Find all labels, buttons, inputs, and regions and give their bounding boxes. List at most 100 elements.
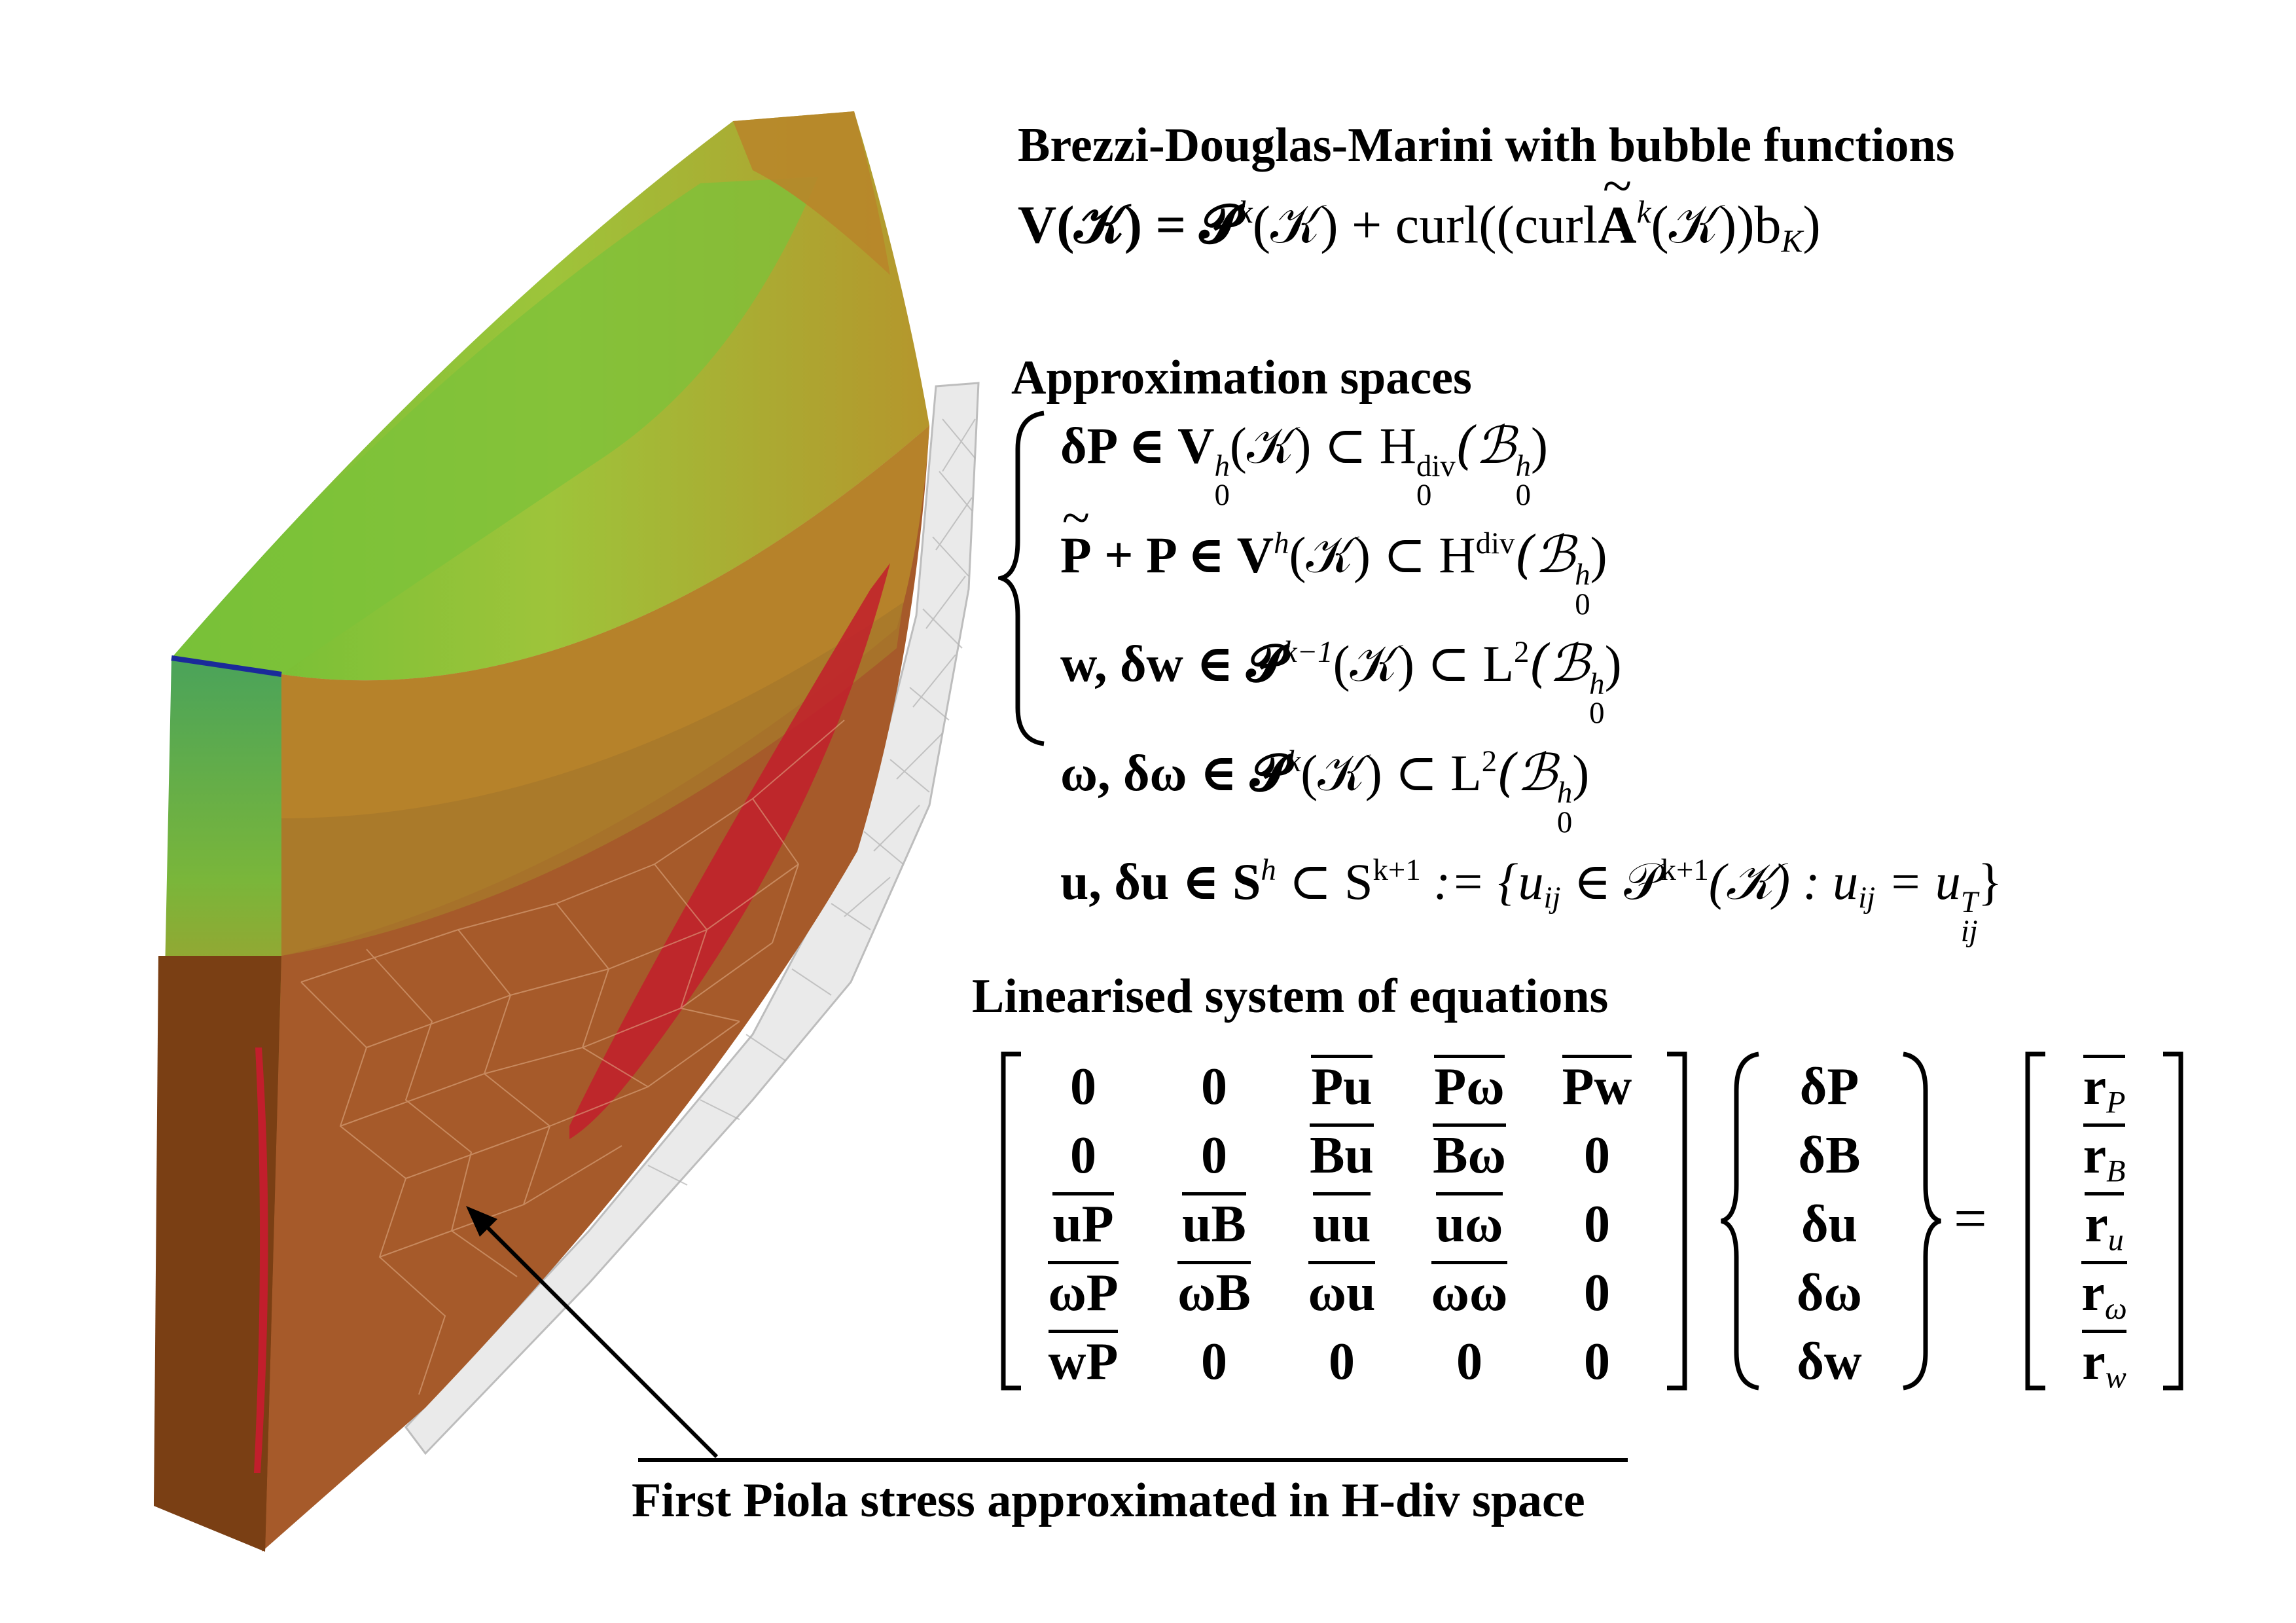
matrix-cell-value: 0 — [1584, 1127, 1610, 1184]
space-1-text: δP ∈ V — [1060, 417, 1215, 474]
space-1-space: (ℬ — [1455, 416, 1516, 475]
matrix-cell-value: wP — [1048, 1330, 1119, 1388]
space-3-sup3: h — [1589, 666, 1605, 701]
equals-sign: = — [1954, 1186, 1987, 1251]
space-5-rest: ⊂ S — [1276, 853, 1373, 911]
space-5-tail2: (𝒦) : u — [1708, 853, 1859, 911]
space-5-supT: T — [1960, 884, 1978, 919]
matrix-cell-value: uω — [1435, 1192, 1503, 1250]
space-3-sub3: 0 — [1589, 696, 1605, 731]
matrix-cell-value: 0 — [1070, 1127, 1096, 1184]
matrix-right-bracket — [1667, 1051, 1687, 1391]
front-blue-edge — [171, 655, 282, 677]
top-olive-band — [733, 111, 890, 275]
space-4-rest: (𝒦) ⊂ L — [1300, 744, 1482, 801]
space-2-sub3: 0 — [1575, 587, 1590, 621]
rhs-entry: rB — [2042, 1123, 2166, 1197]
matrix-cell: 0 — [1535, 1192, 1659, 1257]
matrix-cell: Pu — [1280, 1054, 1404, 1120]
system-heading: Linearised system of equations — [972, 970, 1609, 1023]
unknown-entry: δP — [1770, 1054, 1888, 1120]
matrix-cell: 0 — [1535, 1260, 1659, 1326]
bdm-k2: k — [1636, 194, 1651, 230]
unknown-entry: δω — [1770, 1260, 1888, 1326]
space-5-end: } — [1977, 853, 2003, 911]
space-1-sub: 0 — [1214, 478, 1230, 513]
space-2-space: (ℬ — [1515, 525, 1575, 585]
unknown-value: δω — [1797, 1264, 1862, 1322]
unknown-entry: δB — [1770, 1123, 1888, 1188]
matrix-cell-value: ωP — [1048, 1261, 1119, 1319]
rhs-r: r — [2081, 1264, 2105, 1322]
space-1-sup: h — [1214, 448, 1230, 483]
spaces-left-brace — [998, 410, 1045, 746]
bdm-end: (𝒦))b — [1651, 194, 1782, 255]
rhs-entry: ru — [2042, 1192, 2166, 1266]
matrix-cell: Pω — [1407, 1054, 1532, 1120]
matrix-cell: ωω — [1407, 1260, 1532, 1326]
matrix-cell: 0 — [1152, 1054, 1276, 1120]
space-5-sup: h — [1261, 853, 1276, 888]
matrix-cell: 0 — [1021, 1054, 1145, 1120]
bdm-heading: Brezzi-Douglas-Marini with bubble functi… — [1018, 119, 1955, 172]
space-1-supsub2: div 0 — [1416, 448, 1456, 513]
unknown-value: δu — [1801, 1195, 1857, 1253]
space-4-space: (ℬ — [1497, 743, 1557, 803]
matrix-cell: 0 — [1535, 1329, 1659, 1395]
matrix-cell: ωB — [1152, 1260, 1276, 1326]
space-5-text: u, δu ∈ S — [1060, 853, 1261, 911]
space-1-end: ) — [1530, 417, 1548, 474]
space-3-end: ) — [1604, 635, 1622, 693]
matrix-cell: uu — [1280, 1192, 1404, 1257]
space-row-3: w, δw ∈ 𝓟k−1(𝒦) ⊂ L2(ℬ h 0) — [1060, 619, 2002, 731]
space-2-sup2: div — [1475, 526, 1515, 560]
side-transition — [281, 602, 903, 956]
unknowns-left-brace — [1720, 1051, 1759, 1391]
rhs-overline: rω — [2081, 1261, 2127, 1335]
matrix-cell: 0 — [1152, 1329, 1276, 1395]
rhs-overline: rw — [2082, 1330, 2126, 1404]
rhs-overline: rP — [2083, 1055, 2126, 1129]
spaces-heading: Approximation spaces — [1011, 351, 1472, 405]
space-1-sub2: 0 — [1416, 478, 1432, 513]
space-1-rest: (𝒦) ⊂ H — [1229, 417, 1417, 474]
matrix-cell: uω — [1407, 1192, 1532, 1257]
rhs-right-bracket — [2163, 1051, 2183, 1391]
top-green-band — [171, 177, 818, 674]
matrix-cell-value: Bu — [1310, 1123, 1374, 1182]
space-5-sup2: k+1 — [1372, 853, 1421, 888]
rhs-left-bracket — [2025, 1051, 2045, 1391]
space-5-sub-ij2: ij — [1858, 881, 1876, 915]
matrix-cell-value: Bω — [1433, 1123, 1506, 1182]
matrix-cell-value: ωu — [1308, 1261, 1376, 1319]
space-2-sup: h — [1274, 526, 1289, 560]
matrix-cell-value: Pw — [1562, 1055, 1632, 1113]
space-4-sup3: h — [1556, 776, 1573, 811]
matrix-cell: ωP — [1021, 1260, 1145, 1326]
matrix-cell: Pw — [1535, 1054, 1659, 1120]
matrix-cell: 0 — [1535, 1123, 1659, 1188]
rhs-r: r — [2083, 1058, 2107, 1116]
space-1-sup2: div — [1416, 448, 1456, 483]
space-3-rest: (𝒦) ⊂ L — [1333, 635, 1514, 693]
matrix-cell-value: uP — [1052, 1192, 1114, 1250]
matrix-cell: uP — [1021, 1192, 1145, 1257]
unknown-value: δB — [1798, 1127, 1861, 1184]
bdm-K: K — [1781, 223, 1803, 259]
unknowns-right-brace — [1903, 1051, 1942, 1391]
rhs-r: r — [2082, 1333, 2106, 1391]
matrix-cell: Bω — [1407, 1123, 1532, 1188]
matrix-cell-value: ωB — [1177, 1261, 1251, 1319]
rhs-subscript: u — [2108, 1222, 2124, 1258]
space-3-sup: k−1 — [1283, 635, 1333, 670]
unknown-value: δP — [1799, 1058, 1859, 1116]
